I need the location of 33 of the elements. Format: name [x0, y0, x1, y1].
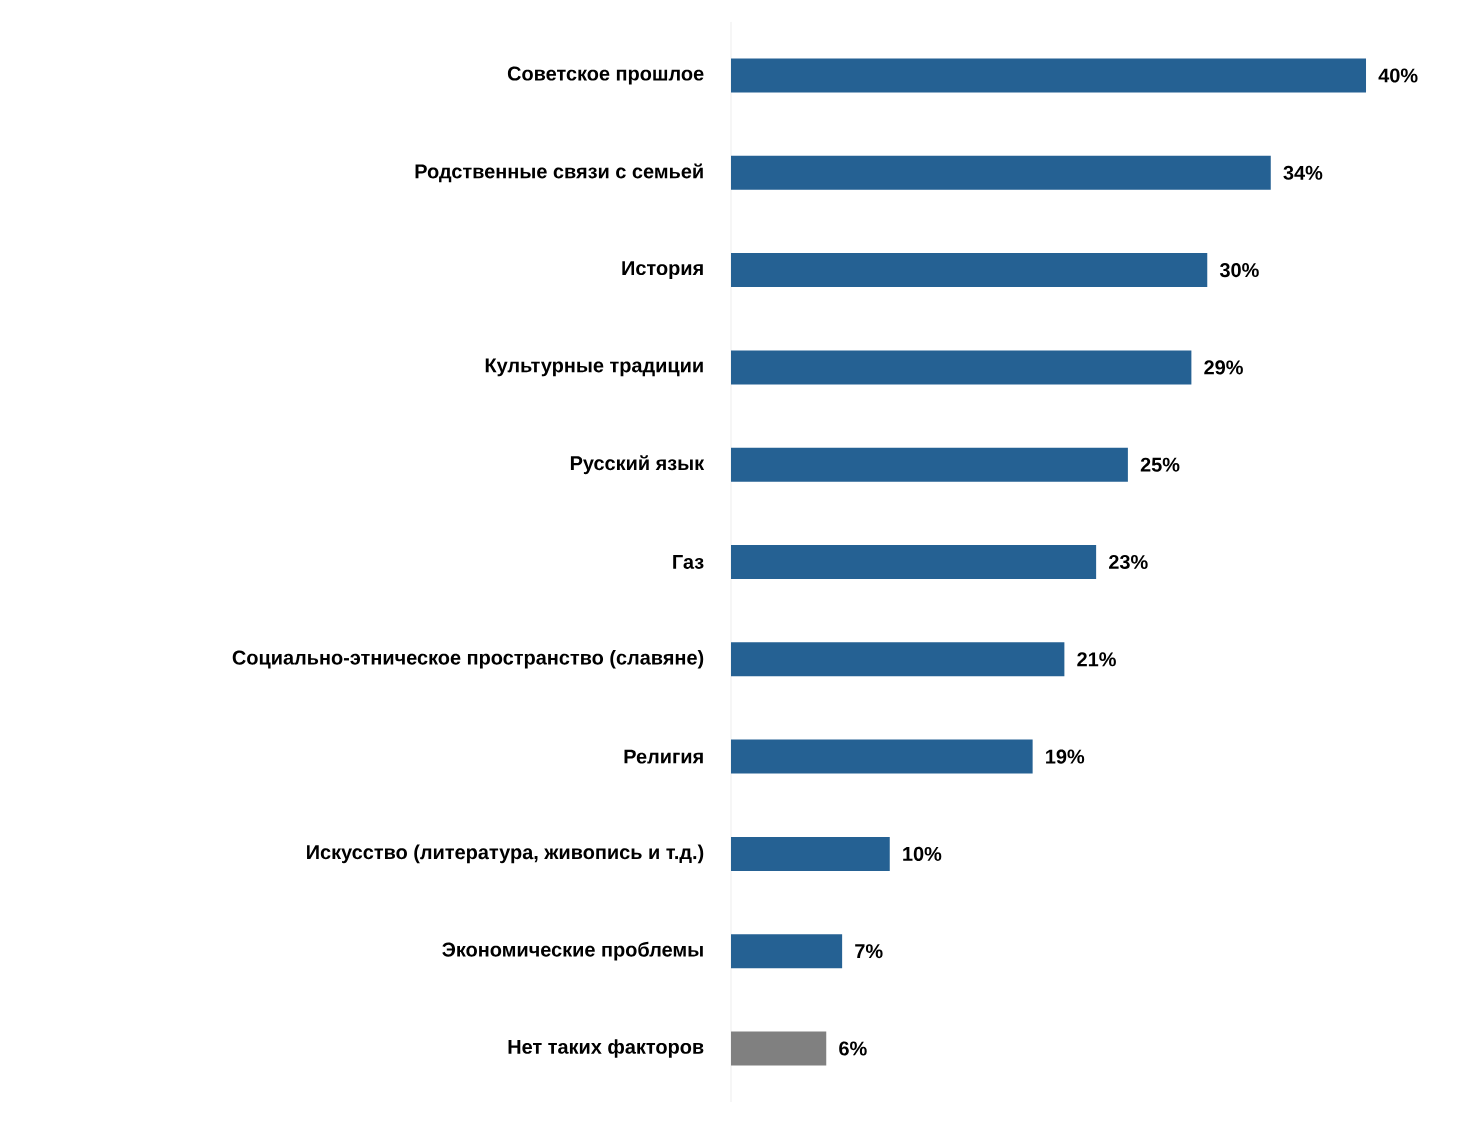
y-tick-label: Русский язык — [570, 455, 705, 475]
data-label: 40% — [1378, 68, 1418, 83]
y-tick-label: Нет таких факторов — [508, 1039, 704, 1058]
bar — [731, 1031, 827, 1066]
y-tick-label: Религия — [624, 749, 703, 764]
y-tick-label: Газ — [673, 555, 704, 569]
y-tick-label: Экономические проблемы — [442, 941, 703, 961]
y-tick-label: Искусство (литература, живопись и т.д.) — [307, 844, 704, 864]
y-tick-label: История — [622, 261, 703, 280]
data-label: 30% — [1219, 263, 1259, 278]
data-label: 19% — [1046, 749, 1085, 764]
bar — [731, 350, 1192, 385]
bar — [731, 253, 1208, 288]
bar — [731, 739, 1033, 774]
bar — [731, 447, 1128, 482]
bar — [731, 934, 843, 969]
y-tick-label: Культурные традиции — [485, 358, 703, 377]
bar — [731, 155, 1271, 190]
data-label: 29% — [1204, 360, 1243, 375]
data-label: 23% — [1109, 554, 1148, 570]
bar — [731, 642, 1065, 677]
data-label: 21% — [1077, 652, 1116, 667]
data-label: 7% — [855, 944, 883, 959]
y-tick-label: Советское прошлое — [507, 66, 704, 85]
y-tick-label: Социально-этническое пространство (славяне) — [232, 650, 704, 669]
data-label: 6% — [839, 1041, 867, 1056]
data-label: 34% — [1283, 165, 1323, 180]
bar — [731, 58, 1367, 93]
bar — [731, 836, 890, 871]
y-tick-label: Родственные связи с семьей — [415, 163, 703, 183]
data-label: 10% — [903, 846, 942, 861]
data-label: 25% — [1140, 457, 1180, 472]
bar — [731, 545, 1097, 580]
